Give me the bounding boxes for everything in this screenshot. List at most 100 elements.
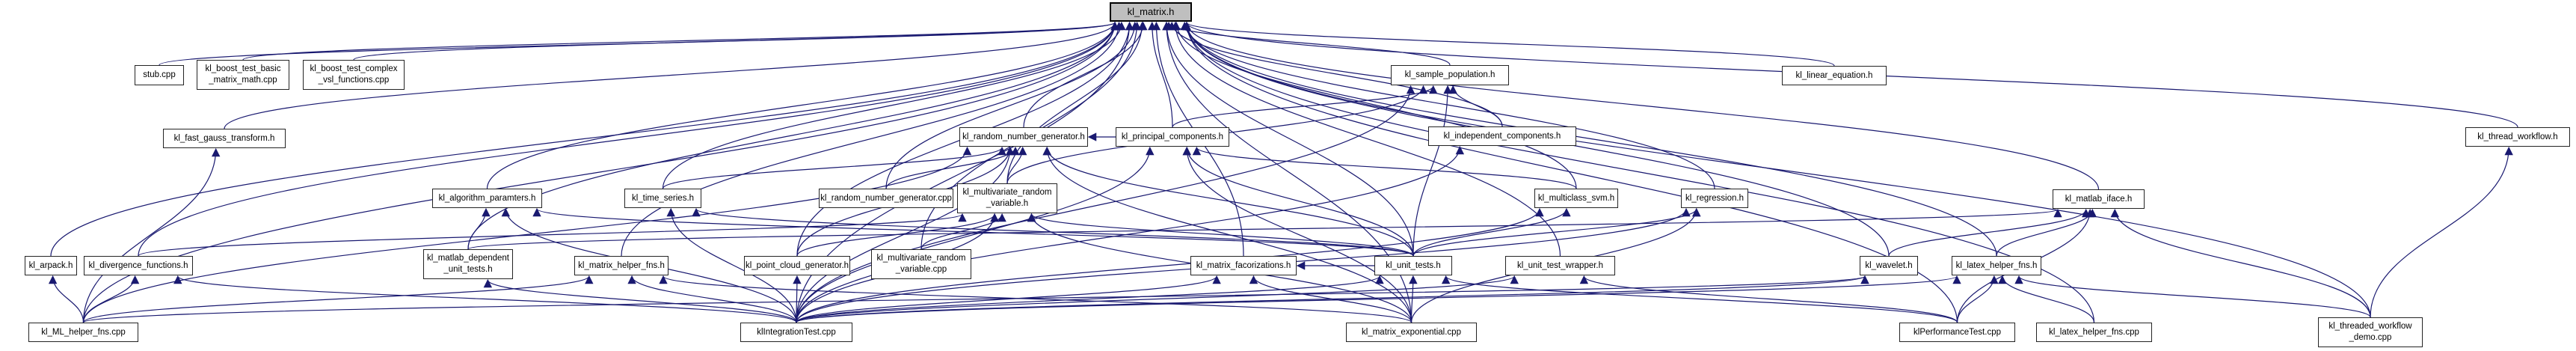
graph-node-stub[interactable]: stub.cpp [135,65,184,85]
graph-node-regression[interactable]: kl_regression.h [1681,189,1748,208]
graph-node-fast_gauss[interactable]: kl_fast_gauss_transform.h [163,129,286,148]
edge-boost_complex-matrix [353,21,1119,61]
edge-unit_tests-algo_params [532,207,1414,257]
edge-integration_cpp-matrix_helper [627,275,797,323]
graph-node-sample_pop[interactable]: kl_sample_population.h [1391,65,1509,85]
graph-node-thread_wf[interactable]: kl_thread_workflow.h [2465,127,2570,147]
edge-divergence-matrix [138,21,1119,257]
edge-threaded_demo-matrix [1182,21,2371,318]
edge-latex_cpp-latex_h [1998,275,2095,323]
edge-latex_h-matrix [1182,21,1997,257]
graph-node-mvrv_h[interactable]: kl_multivariate_random _variable.h [957,183,1057,213]
edge-regression-matrix [1180,21,1715,189]
edge-integration_cpp-rng_h [796,146,1015,323]
graph-node-point_cloud[interactable]: kl_point_cloud_generator.h [744,256,850,275]
graph-node-matrix_fac[interactable]: kl_matrix_facorizations.h [1190,256,1297,275]
edge-unit_tests-mvrv_h [1027,213,1414,257]
edge-ml_helper_cpp-fast_gauss [82,147,221,323]
edge-wavelet-matlab_iface [1888,208,2091,257]
graph-node-boost_complex[interactable]: kl_boost_test_complex _vsl_functions.cpp [303,60,405,90]
edge-ml_helper_cpp-rng_h [82,146,972,323]
graph-node-wavelet[interactable]: kl_wavelet.h [1860,256,1918,275]
graph-node-principal[interactable]: kl_principal_components.h [1116,127,1229,147]
edge-unit_tests-principal [1182,146,1414,257]
graph-node-time_series[interactable]: kl_time_series.h [624,189,701,208]
graph-node-algo_params[interactable]: kl_algorithm_paramters.h [432,189,542,208]
edge-algo_params-matrix [486,21,1119,189]
edge-performance_cpp-unit_tests [1442,275,1958,323]
graph-node-ml_helper_cpp[interactable]: kl_ML_helper_fns.cpp [28,323,138,342]
edge-time_series-rng_h [662,146,1006,189]
edge-matrix_exp_cpp-matrix_helper [659,275,1413,323]
graph-node-multiclass[interactable]: kl_multiclass_svm.h [1534,189,1618,208]
graph-node-divergence[interactable]: kl_divergence_functions.h [84,256,193,275]
edge-linear_eq-matrix [1182,21,1835,67]
edge-ml_helper_cpp-wavelet [82,275,1869,323]
edge-integration_cpp-unit_wrapper [796,275,1519,323]
graph-node-rng_cpp[interactable]: kl_random_number_generator.cpp [819,189,953,208]
edge-integration_cpp-matrix_fac [796,275,1221,323]
graph-node-boost_basic[interactable]: kl_boost_test_basic _matrix_math.cpp [197,60,289,90]
edge-matlab_dep-matlab_iface [467,208,2062,250]
graph-node-arpack[interactable]: kl_arpack.h [25,256,77,275]
edge-mvrv_h-matrix [1006,21,1147,184]
edge-rng_h-matrix [1023,21,1148,128]
graph-node-matrix_exp_cpp[interactable]: kl_matrix_exponential.cpp [1346,323,1477,342]
edge-principal-matrix [1148,21,1173,128]
edge-matrix_exp_cpp-unit_tests [1409,275,1418,323]
edge-fast_gauss-matrix [224,21,1119,129]
edge-arpack-matrix [50,21,1119,257]
graph-node-matlab_dep[interactable]: kl_matlab_dependent _unit_tests.h [423,249,513,279]
graph-node-latex_cpp[interactable]: kl_latex_helper_fns.cpp [2036,323,2152,342]
edge-unit_tests-regression [1413,207,1701,257]
edge-independent-sample_pop [1448,85,1503,127]
graph-node-independent[interactable]: kl_independent_components.h [1428,126,1576,146]
graph-node-threaded_demo[interactable]: kl_threaded_workflow _demo.cpp [2318,317,2423,347]
edge-ml_helper_cpp-arpack [48,275,84,323]
edge-ml_helper_cpp-matrix_helper [82,275,594,323]
edge-integration_cpp-principal [796,146,1155,323]
edge-latex_cpp-matrix [1182,21,2095,323]
edge-performance_cpp-latex_h [1956,275,1999,323]
graph-node-mvrv_cpp[interactable]: kl_multivariate_random _variable.cpp [871,249,971,279]
edge-multiclass-principal [1192,146,1577,189]
edge-threaded_demo-latex_h [2014,275,2371,318]
edge-rng_cpp-matrix [885,21,1140,189]
graph-node-matlab_iface[interactable]: kl_matlab_iface.h [2053,189,2145,209]
edge-integration_cpp-matlab_dep [483,278,797,323]
edge-integration_cpp-sample_pop [796,85,1415,323]
edge-ml_helper_cpp-divergence [82,275,140,323]
edge-boost_basic-matrix [242,21,1119,61]
edge-matrix_exp_cpp-matrix [1162,21,1413,323]
edge-threaded_demo-thread_wf [2370,146,2513,318]
graph-node-latex_h[interactable]: kl_latex_helper_fns.h [1952,256,2041,275]
edge-integration_cpp-unit_tests [796,275,1384,323]
graph-node-unit_tests[interactable]: kl_unit_tests.h [1374,256,1452,275]
edge-matrix_helper-matrix [621,21,1124,257]
edge-mvrv_h-rng_h [1006,146,1027,184]
edge-performance_cpp-unit_wrapper [1579,275,1958,323]
graph-node-linear_eq[interactable]: kl_linear_equation.h [1782,66,1887,85]
edge-matlab_iface-matrix [1182,21,2100,190]
graph-node-matrix: kl_matrix.h [1110,2,1192,22]
edge-integration_cpp-divergence [173,275,797,323]
graph-node-rng_h[interactable]: kl_random_number_generator.h [959,127,1088,147]
graph-node-unit_wrapper[interactable]: kl_unit_test_wrapper.h [1505,256,1615,275]
graph-node-performance_cpp[interactable]: klPerformanceTest.cpp [1899,323,2015,342]
graph-node-integration_cpp[interactable]: klIntegrationTest.cpp [740,323,852,342]
edge-unit_tests-multiclass [1413,207,1571,257]
edge-matlab_dep-algo_params [467,207,491,250]
edge-integration_cpp-time_series [666,207,797,323]
graph-node-matrix_helper[interactable]: kl_matrix_helper_fns.h [574,256,668,275]
edge-multiclass-matrix [1172,21,1577,189]
edge-principal-sample_pop [1172,85,1438,128]
edge-integration_cpp-latex_h [796,275,1961,323]
edge-integration_cpp-point_cloud [793,275,802,323]
edge-integration_cpp-multiclass [796,207,1544,323]
edge-integration_cpp-independent [796,145,1464,323]
edge-unit_tests-matrix [1162,21,1414,257]
edge-matrix_exp_cpp-principal [1182,146,1413,323]
edge-threaded_demo-matlab_iface [2110,208,2371,318]
